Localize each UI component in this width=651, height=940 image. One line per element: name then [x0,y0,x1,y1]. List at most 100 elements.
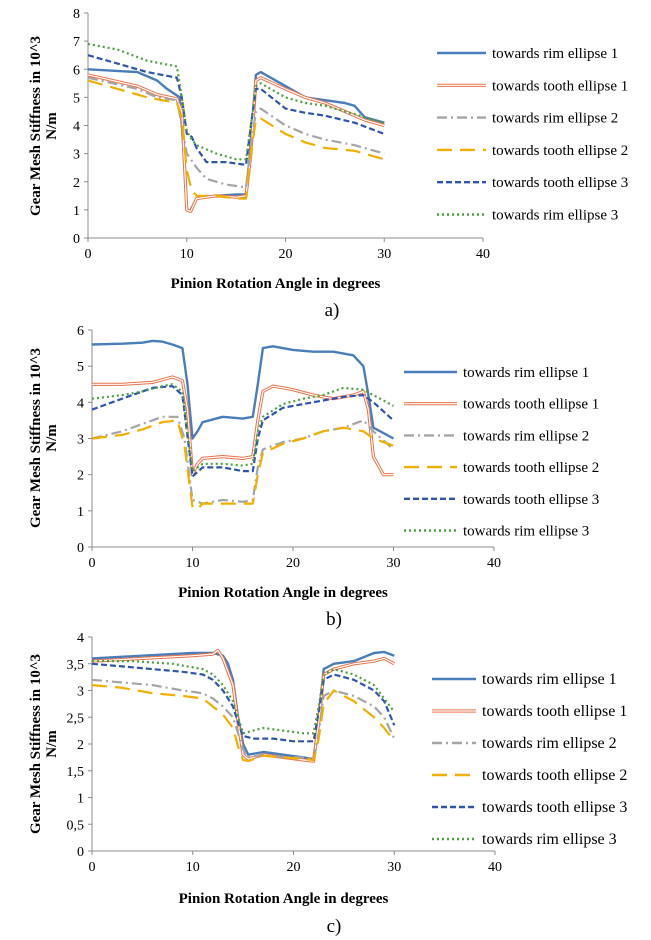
y-axis-label-line: Gear Mesh Stiffness in 10^3 [28,654,44,834]
y-tick-label: 8 [73,7,80,22]
x-tick-label: 10 [180,247,194,262]
y-axis-label-line: N/m [44,730,60,758]
y-axis-label: Gear Mesh Stiffness in 10^3N/m [28,348,60,528]
x-tick-label: 20 [279,247,293,262]
legend-entry: towards tooth ellipse 3 [437,175,628,191]
series-line-towards-tooth-ellipse-2 [91,684,396,763]
legend-entry: towards tooth ellipse 2 [437,143,628,159]
legend-label: towards rim ellipse 2 [463,428,589,444]
x-axis-label: Pinion Rotation Angle in degrees [178,585,388,601]
x-tick-label: 40 [476,247,490,262]
y-tick-label: 2 [77,738,84,753]
y-tick-label: 6 [73,63,80,78]
y-tick-label: 3 [77,433,84,448]
y-tick-label: 3 [77,685,84,700]
legend-entry: towards rim ellipse 1 [404,365,589,381]
y-tick-label: 3,5 [67,658,85,673]
y-axis-label-line: N/m [44,112,60,140]
legend-entry: towards tooth ellipse 1 [432,703,627,720]
series-line-towards-tooth-ellipse-3 [91,662,396,743]
y-tick-label: 0 [77,845,84,860]
x-tick-label: 40 [488,860,502,875]
y-tick-label: 5 [77,360,84,375]
y-axis-label-line: N/m [44,424,60,452]
y-tick-label: 2,5 [67,711,85,726]
y-tick-label: 1 [77,792,84,807]
series-line-towards-rim-ellipse-3 [92,660,396,735]
y-tick-label: 6 [77,324,84,339]
legend-entry: towards rim ellipse 1 [432,671,617,688]
chart-b: 0 1 2 3 4 5 6 0 10 20 30 40 Gear Mesh Stiffness in 1… [28,324,599,630]
legend-entry: towards rim ellipse 3 [432,831,617,848]
series-line-towards-rim-ellipse-1 [87,68,385,213]
legend-label: towards rim ellipse 3 [463,524,589,540]
legend-entry: towards rim ellipse 2 [404,428,589,444]
legend-label: towards rim ellipse 3 [482,831,617,848]
legend-label: towards rim ellipse 2 [482,735,617,752]
legend-entry: towards tooth ellipse 3 [432,799,627,816]
legend-entry: towards rim ellipse 2 [432,735,617,752]
legend-label: towards tooth ellipse 2 [463,460,599,476]
y-axis-label-line: Gear Mesh Stiffness in 10^3 [28,348,44,528]
legend-entry: towards tooth ellipse 2 [404,460,599,476]
y-tick-label: 1,5 [67,765,85,780]
x-tick-label: 0 [89,556,96,571]
legend-label: towards tooth ellipse 2 [492,143,628,159]
x-tick-label: 40 [487,556,501,571]
legend-entry: towards rim ellipse 3 [404,524,589,540]
x-tick-label: 0 [89,860,96,875]
x-tick-label: 30 [387,556,401,571]
x-tick-label: 10 [186,556,200,571]
series-line-towards-rim-ellipse-3 [87,42,385,161]
legend-label: towards tooth ellipse 1 [463,397,599,413]
series-line-towards-rim-ellipse-1 [91,339,395,440]
legend-label: towards tooth ellipse 3 [463,492,599,508]
x-tick-label: 30 [387,860,401,875]
legend-entry: towards tooth ellipse 1 [404,397,599,413]
legend-entry: towards rim ellipse 2 [437,111,618,127]
y-axis-label-line: Gear Mesh Stiffness in 10^3 [28,36,44,216]
x-tick-label: 0 [85,247,92,262]
y-axis-label: Gear Mesh Stiffness in 10^3N/m [28,36,60,216]
legend-label: towards rim ellipse 2 [492,111,618,127]
series-line-inner-towards-tooth-ellipse-1 [87,74,385,212]
y-tick-label: 4 [77,631,84,646]
y-axis-label: Gear Mesh Stiffness in 10^3N/m [28,654,60,834]
legend-entry: towards rim ellipse 1 [437,46,618,62]
x-axis-label: Pinion Rotation Angle in degrees [171,276,381,292]
legend-label: towards tooth ellipse 3 [482,799,627,816]
legend-label: towards rim ellipse 1 [482,671,617,688]
y-tick-label: 5 [73,91,80,106]
series-line-towards-rim-ellipse-1 [91,650,395,761]
series-line-towards-tooth-ellipse-3 [87,54,385,166]
figure-caption: a) [325,300,340,321]
y-tick-label: 0,5 [67,818,85,833]
y-tick-label: 2 [73,176,80,191]
y-tick-label: 0 [77,541,84,556]
series-line-towards-rim-ellipse-2 [87,76,385,189]
y-tick-label: 7 [73,35,80,50]
legend-label: towards tooth ellipse 2 [482,767,627,784]
legend-label: towards tooth ellipse 1 [482,703,627,720]
chart-a: 0 1 2 3 4 5 6 7 8 0 10 20 30 40 Gear Mesh Stiffness in… [28,7,628,321]
x-tick-label: 20 [287,860,301,875]
y-tick-label: 2 [77,469,84,484]
y-tick-label: 1 [73,204,80,219]
y-tick-label: 1 [77,505,84,520]
x-tick-label: 30 [377,247,391,262]
x-axis-label: Pinion Rotation Angle in degrees [179,891,389,907]
series-line-towards-tooth-ellipse-2 [91,419,394,511]
legend-label: towards tooth ellipse 1 [492,78,628,94]
legend-label: towards rim ellipse 1 [463,365,589,381]
legend-label: towards rim ellipse 1 [492,46,618,62]
legend-label: towards rim ellipse 3 [492,208,618,224]
legend-entry: towards tooth ellipse 1 [437,78,628,94]
legend-entry: towards tooth ellipse 3 [404,492,599,508]
figure-caption: b) [326,609,342,630]
figure-caption: c) [327,916,342,937]
series-line-towards-rim-ellipse-2 [91,678,396,761]
y-tick-label: 4 [77,396,84,411]
legend-entry: towards rim ellipse 3 [437,208,618,224]
